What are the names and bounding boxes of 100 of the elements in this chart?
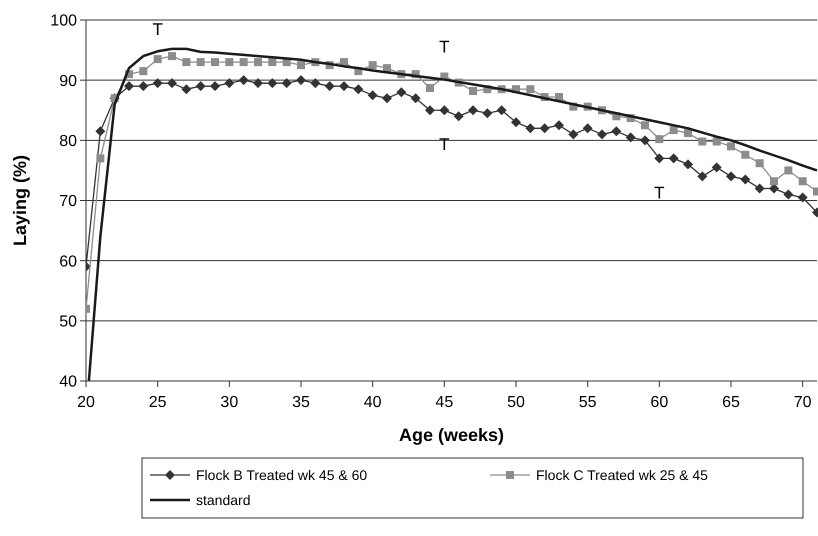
point: [798, 192, 808, 202]
point: [611, 126, 622, 136]
point: [798, 177, 807, 186]
point: [496, 105, 507, 116]
y-tick-label: 90: [59, 72, 78, 90]
x-axis-title: Age (weeks): [398, 425, 504, 445]
point: [297, 61, 305, 70]
point: [268, 58, 276, 66]
point: [324, 81, 335, 92]
annotation: T: [654, 183, 665, 202]
point: [154, 55, 162, 64]
point: [468, 105, 478, 116]
point: [296, 75, 306, 86]
y-tick-label: 50: [59, 313, 78, 330]
x-tick-label: 45: [435, 394, 454, 411]
point: [196, 58, 205, 66]
point: [754, 183, 765, 194]
point: [310, 78, 320, 88]
point: [426, 84, 434, 92]
point: [254, 58, 262, 66]
x-tick-label: 35: [292, 394, 310, 411]
point: [368, 61, 377, 70]
point: [712, 162, 722, 172]
point: [167, 78, 177, 88]
y-tick-label: 80: [59, 132, 78, 150]
point: [712, 138, 721, 146]
y-tick-label: 60: [59, 253, 78, 270]
point: [741, 150, 750, 159]
point: [698, 138, 706, 146]
point: [641, 121, 649, 130]
point: [138, 81, 148, 92]
x-tick-label: 55: [578, 394, 597, 411]
point: [96, 154, 104, 162]
point: [554, 120, 564, 130]
point: [95, 126, 106, 136]
point: [181, 84, 192, 94]
point: [240, 58, 248, 66]
point: [469, 86, 477, 95]
y-tick-label: 40: [59, 374, 78, 391]
point: [225, 58, 234, 66]
annotation: T: [439, 38, 450, 57]
x-tick-label: 65: [722, 394, 740, 411]
x-tick-label: 70: [794, 394, 812, 411]
point: [368, 90, 378, 100]
point: [410, 93, 421, 104]
point: [654, 153, 664, 164]
y-tick-label: 100: [50, 12, 78, 30]
point: [784, 166, 792, 174]
point: [626, 132, 636, 142]
point: [668, 153, 679, 164]
x-tick-label: 50: [507, 394, 525, 411]
annotation: T: [152, 20, 163, 40]
point: [511, 117, 521, 128]
point: [382, 93, 392, 104]
point: [238, 75, 249, 86]
point: [568, 129, 578, 140]
point: [756, 159, 764, 168]
point: [182, 58, 190, 66]
point: [770, 177, 778, 186]
x-tick-label: 20: [77, 394, 95, 411]
legend-label: Flock B Treated wk 45 & 60: [196, 466, 368, 483]
point: [282, 78, 292, 88]
point: [482, 108, 492, 118]
x-tick-label: 30: [220, 394, 238, 411]
point: [425, 105, 435, 116]
point: [783, 189, 794, 200]
x-tick-label: 60: [650, 394, 668, 411]
point: [726, 171, 736, 182]
y-axis-title: Laying (%): [10, 154, 30, 246]
point: [139, 67, 148, 76]
point: [267, 78, 278, 88]
point: [253, 78, 263, 88]
point: [582, 123, 593, 134]
legend-label: standard: [196, 492, 250, 508]
legend-label: Flock C Treated wk 25 & 45: [536, 466, 708, 483]
point: [597, 129, 607, 140]
point: [211, 58, 219, 66]
point: [339, 81, 349, 92]
y-tick-label: 70: [59, 193, 78, 210]
point: [540, 123, 550, 134]
point: [526, 85, 534, 94]
point: [727, 142, 735, 150]
x-tick-label: 40: [364, 394, 382, 411]
point: [168, 52, 176, 60]
point: [152, 78, 163, 88]
point: [196, 81, 206, 92]
x-tick-label: 25: [148, 394, 167, 411]
point: [740, 174, 750, 184]
point: [454, 111, 464, 122]
point: [640, 135, 650, 146]
point: [655, 135, 664, 144]
point: [396, 87, 406, 98]
point: [224, 78, 234, 88]
point: [697, 171, 708, 182]
point: [210, 81, 220, 92]
point: [124, 81, 134, 92]
point: [670, 126, 678, 134]
point: [353, 84, 364, 94]
point: [684, 129, 692, 138]
point: [683, 159, 693, 170]
